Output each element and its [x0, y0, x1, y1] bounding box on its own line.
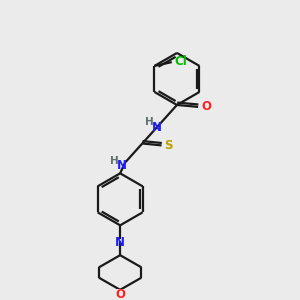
Text: N: N: [115, 236, 125, 249]
Text: N: N: [117, 159, 127, 172]
Text: O: O: [115, 288, 125, 300]
Text: H: H: [145, 117, 153, 127]
Text: H: H: [110, 156, 119, 166]
Text: O: O: [201, 100, 211, 113]
Text: N: N: [152, 121, 162, 134]
Text: S: S: [164, 139, 173, 152]
Text: Cl: Cl: [175, 55, 188, 68]
